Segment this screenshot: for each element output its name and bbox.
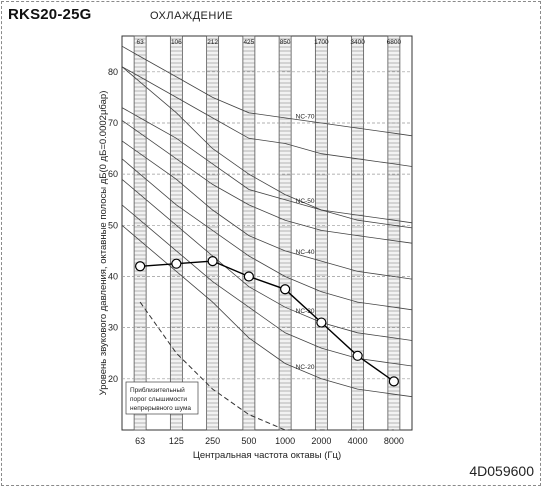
model-title: RKS20-25G bbox=[8, 6, 92, 23]
x-tick-label: 8000 bbox=[384, 436, 404, 446]
x-tick-label: 500 bbox=[241, 436, 256, 446]
band-column bbox=[169, 35, 183, 431]
y-tick-label: 50 bbox=[108, 220, 118, 230]
top-band-label: 850 bbox=[280, 39, 291, 46]
nc-curve bbox=[121, 120, 413, 244]
nc-curve bbox=[121, 66, 413, 229]
band-column bbox=[242, 35, 256, 431]
nc-curve bbox=[121, 107, 413, 224]
y-tick-label: 30 bbox=[108, 323, 118, 333]
band-column bbox=[133, 35, 147, 431]
y-tick-label: 70 bbox=[108, 118, 118, 128]
document-code: 4D059600 bbox=[469, 463, 534, 479]
y-axis-label: Уровень звукового давления, октавные пол… bbox=[98, 91, 109, 396]
plot-area bbox=[121, 35, 413, 431]
threshold-label-line: Приблизительный bbox=[130, 386, 185, 394]
measured-point bbox=[280, 284, 291, 295]
threshold-label-box bbox=[125, 381, 199, 415]
threshold-label-line: порог слышимости bbox=[130, 396, 187, 403]
top-band-label: 1700 bbox=[314, 39, 329, 46]
x-axis-label: Центральная частота октавы (Гц) bbox=[193, 450, 341, 461]
nc-curve bbox=[121, 204, 413, 367]
band-column bbox=[278, 35, 292, 431]
nc-curve-label: NC-20 bbox=[296, 364, 315, 371]
y-tick-label: 40 bbox=[108, 271, 118, 281]
band-column bbox=[351, 35, 365, 431]
nc-curve-label: NC-50 bbox=[296, 198, 315, 205]
top-band-label: 106 bbox=[171, 39, 182, 46]
top-band-label: 6800 bbox=[387, 39, 402, 46]
band-column bbox=[206, 35, 220, 431]
nc-curve bbox=[121, 66, 413, 167]
measured-point bbox=[243, 271, 254, 282]
threshold-label-line: непрерывного шума bbox=[130, 405, 191, 412]
y-tick-label: 20 bbox=[108, 374, 118, 384]
mode-label: ОХЛАЖДЕНИЕ bbox=[150, 10, 234, 22]
measured-point bbox=[171, 258, 182, 269]
x-tick-label: 2000 bbox=[311, 436, 331, 446]
measured-point bbox=[388, 376, 399, 387]
top-band-label: 212 bbox=[207, 39, 218, 46]
threshold-curve bbox=[139, 301, 394, 431]
top-band-label: 425 bbox=[243, 39, 254, 46]
measured-series-line bbox=[140, 260, 395, 382]
x-tick-label: 63 bbox=[135, 436, 145, 446]
nc-curve-label: NC-40 bbox=[296, 249, 315, 256]
x-tick-label: 250 bbox=[205, 436, 220, 446]
measured-point bbox=[316, 317, 327, 328]
top-band-label: 63 bbox=[137, 39, 145, 46]
measured-point bbox=[135, 261, 146, 272]
nc-curve-label: NC-30 bbox=[296, 308, 315, 315]
nc-curve bbox=[121, 224, 413, 398]
measured-point bbox=[352, 350, 363, 361]
nc-curve bbox=[121, 45, 413, 137]
x-tick-label: 1000 bbox=[275, 436, 295, 446]
y-tick-label: 80 bbox=[108, 67, 118, 77]
x-tick-label: 4000 bbox=[348, 436, 368, 446]
nc-curve bbox=[121, 140, 413, 280]
top-band-label: 3400 bbox=[350, 39, 365, 46]
nc-curve bbox=[121, 178, 413, 341]
nc-curve-label: NC-70 bbox=[296, 113, 315, 120]
measured-point bbox=[207, 256, 218, 267]
x-tick-label: 125 bbox=[169, 436, 184, 446]
nc-curve bbox=[121, 158, 413, 311]
y-tick-label: 60 bbox=[108, 169, 118, 179]
